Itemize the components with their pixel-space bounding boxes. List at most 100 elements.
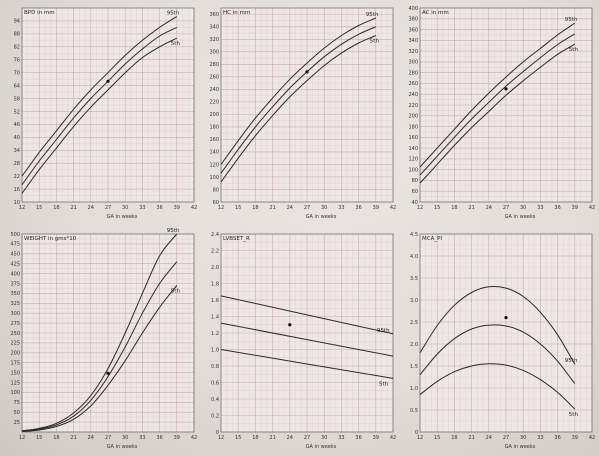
x-tick-label: 15	[36, 435, 42, 441]
x-tick-label: 33	[537, 435, 543, 441]
chart-panel-weight: 12 15 18 21 24 27 30 33 36 39 42 25 50 75 100 125 150 175…	[4, 228, 199, 454]
x-tick-label: 27	[105, 435, 111, 441]
label-5th: 5th	[171, 288, 181, 294]
y-tick-label: 320	[408, 49, 418, 55]
x-tick-label: 12	[19, 205, 25, 211]
y-tick-label: 2.4	[211, 232, 219, 238]
label-95th: 95th	[565, 17, 578, 23]
y-tick-label: 160	[209, 137, 219, 143]
x-tick-label: 39	[174, 435, 180, 441]
x-tick-label: 36	[355, 205, 361, 211]
x-tick-label: 36	[156, 205, 162, 211]
y-tick-label: 2.2	[211, 248, 219, 254]
y-tick-label: 1.0	[211, 347, 219, 353]
label-95th: 95th	[377, 328, 390, 334]
x-tick-label: 42	[589, 435, 595, 441]
y-tick-label: 0	[415, 430, 418, 436]
label-5th: 5th	[370, 39, 380, 45]
y-tick-label: 140	[209, 150, 219, 156]
x-tick-label: 27	[503, 205, 509, 211]
y-tick-label: 34	[14, 148, 20, 154]
y-tick-label: 70	[14, 70, 20, 76]
y-tick-label: 1.5	[410, 364, 418, 370]
major-grid	[21, 233, 195, 433]
y-tick-label: 260	[408, 81, 418, 87]
x-tick-label: 24	[88, 435, 94, 441]
y-tick-label: 16	[14, 187, 20, 193]
measurement-point	[504, 87, 508, 91]
y-tick-label: 260	[209, 75, 219, 81]
y-tick-label: 3.5	[410, 276, 418, 282]
series-line-95th	[220, 295, 394, 335]
y-tick-label: 80	[213, 187, 219, 193]
label-5th: 5th	[569, 47, 579, 53]
y-tick-label: 340	[408, 38, 418, 44]
chart-panel-ac: 12 15 18 21 24 27 30 33 36 39 42 40 60 80 100 120 140 160…	[402, 2, 597, 224]
y-tick-label: 425	[10, 262, 20, 268]
y-tick-label: 200	[209, 112, 219, 118]
y-tick-label: 40	[14, 135, 20, 141]
y-tick-label: 1.6	[211, 298, 219, 304]
x-tick-label: 18	[451, 205, 457, 211]
label-95th: 95th	[167, 11, 180, 17]
chart-title: BPD in mm	[24, 10, 55, 16]
y-tick-label: 150	[10, 370, 20, 376]
y-tick-label: 28	[14, 161, 20, 167]
x-tick-label: 30	[520, 435, 526, 441]
y-tick-label: 280	[408, 70, 418, 76]
x-tick-label: 33	[537, 205, 543, 211]
series-line-95th	[419, 285, 576, 365]
y-tick-label: 75	[14, 400, 20, 406]
x-tick-label: 39	[572, 205, 578, 211]
y-tick-label: 4.5	[410, 232, 418, 238]
y-tick-label: 80	[412, 178, 418, 184]
y-tick-label: 160	[408, 135, 418, 141]
bpd-chart: 12 15 18 21 24 27 30 33 36 39 42 10 16 22 28 34 40 46 52 58…	[14, 7, 197, 220]
measurement-point	[305, 70, 309, 74]
series-line-95th	[21, 233, 178, 432]
x-tick-label: 30	[321, 435, 327, 441]
plot-frame	[419, 233, 593, 433]
y-tick-label: 350	[10, 291, 20, 297]
x-tick-label: 15	[235, 435, 241, 441]
x-tick-label: 30	[122, 205, 128, 211]
y-tick-label: 58	[14, 96, 20, 102]
x-tick-label: 36	[554, 435, 560, 441]
y-tick-label: 125	[10, 380, 20, 386]
y-tick-label: 82	[14, 45, 20, 51]
x-tick-label: 36	[156, 435, 162, 441]
y-tick-label: 400	[10, 271, 20, 277]
x-tick-label: 39	[572, 435, 578, 441]
measurement-point	[288, 323, 292, 327]
y-tick-label: 40	[412, 200, 418, 206]
chart-panel-mca: 12 15 18 21 24 27 30 33 36 39 42 0 0.5 1.0 1.5 2.0 2.5 3.…	[402, 228, 597, 454]
y-tick-label: 320	[209, 37, 219, 43]
y-tick-label: 325	[10, 301, 20, 307]
series-line-mid	[220, 26, 376, 174]
x-axis-label: GA in weeks	[505, 214, 536, 220]
y-tick-label: 2.0	[410, 342, 418, 348]
x-tick-label: 24	[486, 205, 492, 211]
x-tick-label: 42	[191, 435, 197, 441]
y-tick-label: 120	[209, 162, 219, 168]
y-tick-label: 300	[10, 311, 20, 317]
x-tick-label: 30	[321, 205, 327, 211]
chart-title: AC in mm	[422, 10, 449, 16]
series-line-5th	[419, 363, 576, 410]
y-tick-label: 22	[14, 174, 20, 180]
y-tick-label: 76	[14, 58, 20, 64]
y-tick-label: 300	[408, 60, 418, 66]
label-5th: 5th	[379, 381, 389, 387]
chart-panel-lvbset: 12 15 18 21 24 27 30 33 36 39 42 0 0.2 0.4 0.6 0.8 1.0 1.…	[203, 228, 398, 454]
x-axis-label: GA in weeks	[107, 214, 138, 220]
y-tick-label: 25	[14, 420, 20, 426]
x-tick-label: 21	[70, 435, 76, 441]
measurement-point	[106, 371, 110, 375]
label-5th: 5th	[569, 412, 579, 418]
series-line-5th	[21, 37, 178, 194]
x-tick-label: 24	[486, 435, 492, 441]
y-tick-label: 2.0	[211, 265, 219, 271]
chart-panel-bpd: 12 15 18 21 24 27 30 33 36 39 42 10 16 22 28 34 40 46 52 58…	[4, 2, 199, 224]
plot-frame	[21, 233, 195, 433]
